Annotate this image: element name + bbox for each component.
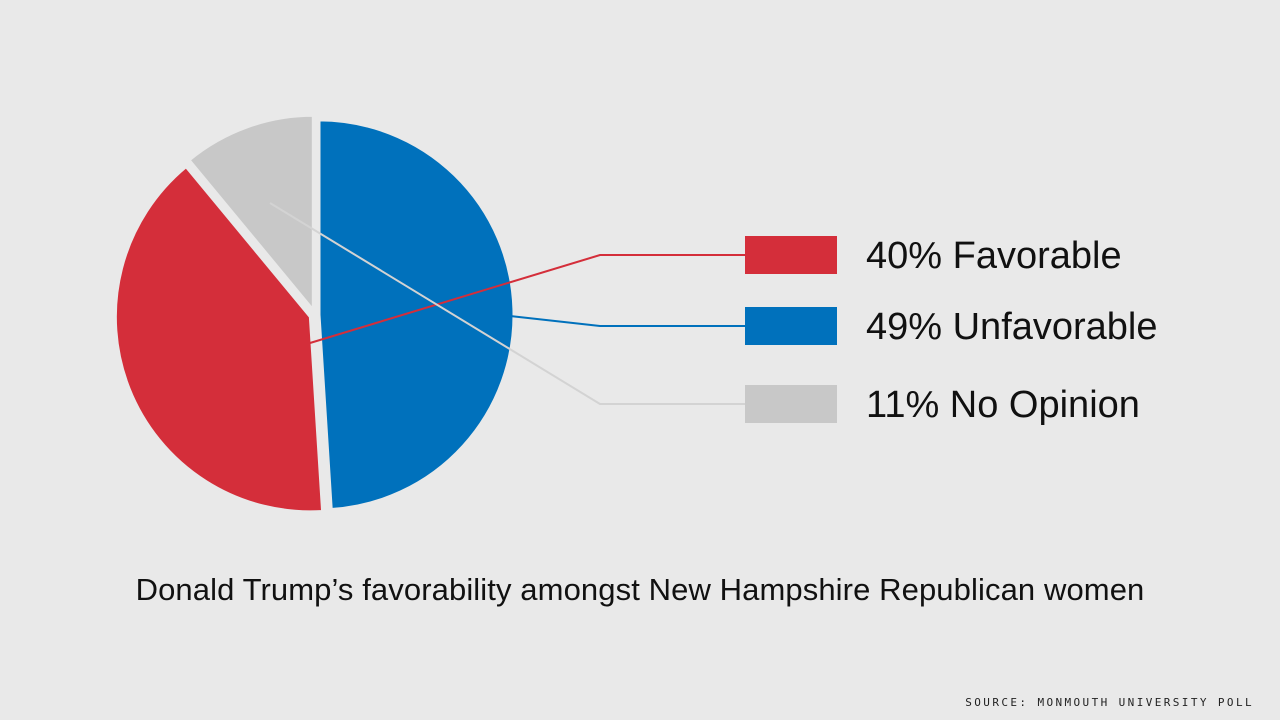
legend-label-unfavorable: 49% Unfavorable xyxy=(866,306,1158,348)
leader-line-favorable xyxy=(309,254,745,344)
pie-slice-favorable xyxy=(113,164,325,514)
pie-slice-no-opinion xyxy=(186,113,315,315)
source-note: SOURCE: MONMOUTH UNIVERSITY POLL xyxy=(965,696,1254,709)
leader-line-unfavorable xyxy=(509,315,745,327)
chart-title: Donald Trump’s favorability amongst New … xyxy=(135,572,1145,607)
legend-swatch-no-opinion xyxy=(745,385,837,423)
pie-slice-unfavorable xyxy=(317,118,516,512)
legend-swatch-favorable xyxy=(745,236,837,274)
legend-swatch-unfavorable xyxy=(745,307,837,345)
leader-line-no-opinion xyxy=(269,202,745,405)
legend-label-no-opinion: 11% No Opinion xyxy=(866,384,1140,426)
legend-label-favorable: 40% Favorable xyxy=(866,235,1122,277)
